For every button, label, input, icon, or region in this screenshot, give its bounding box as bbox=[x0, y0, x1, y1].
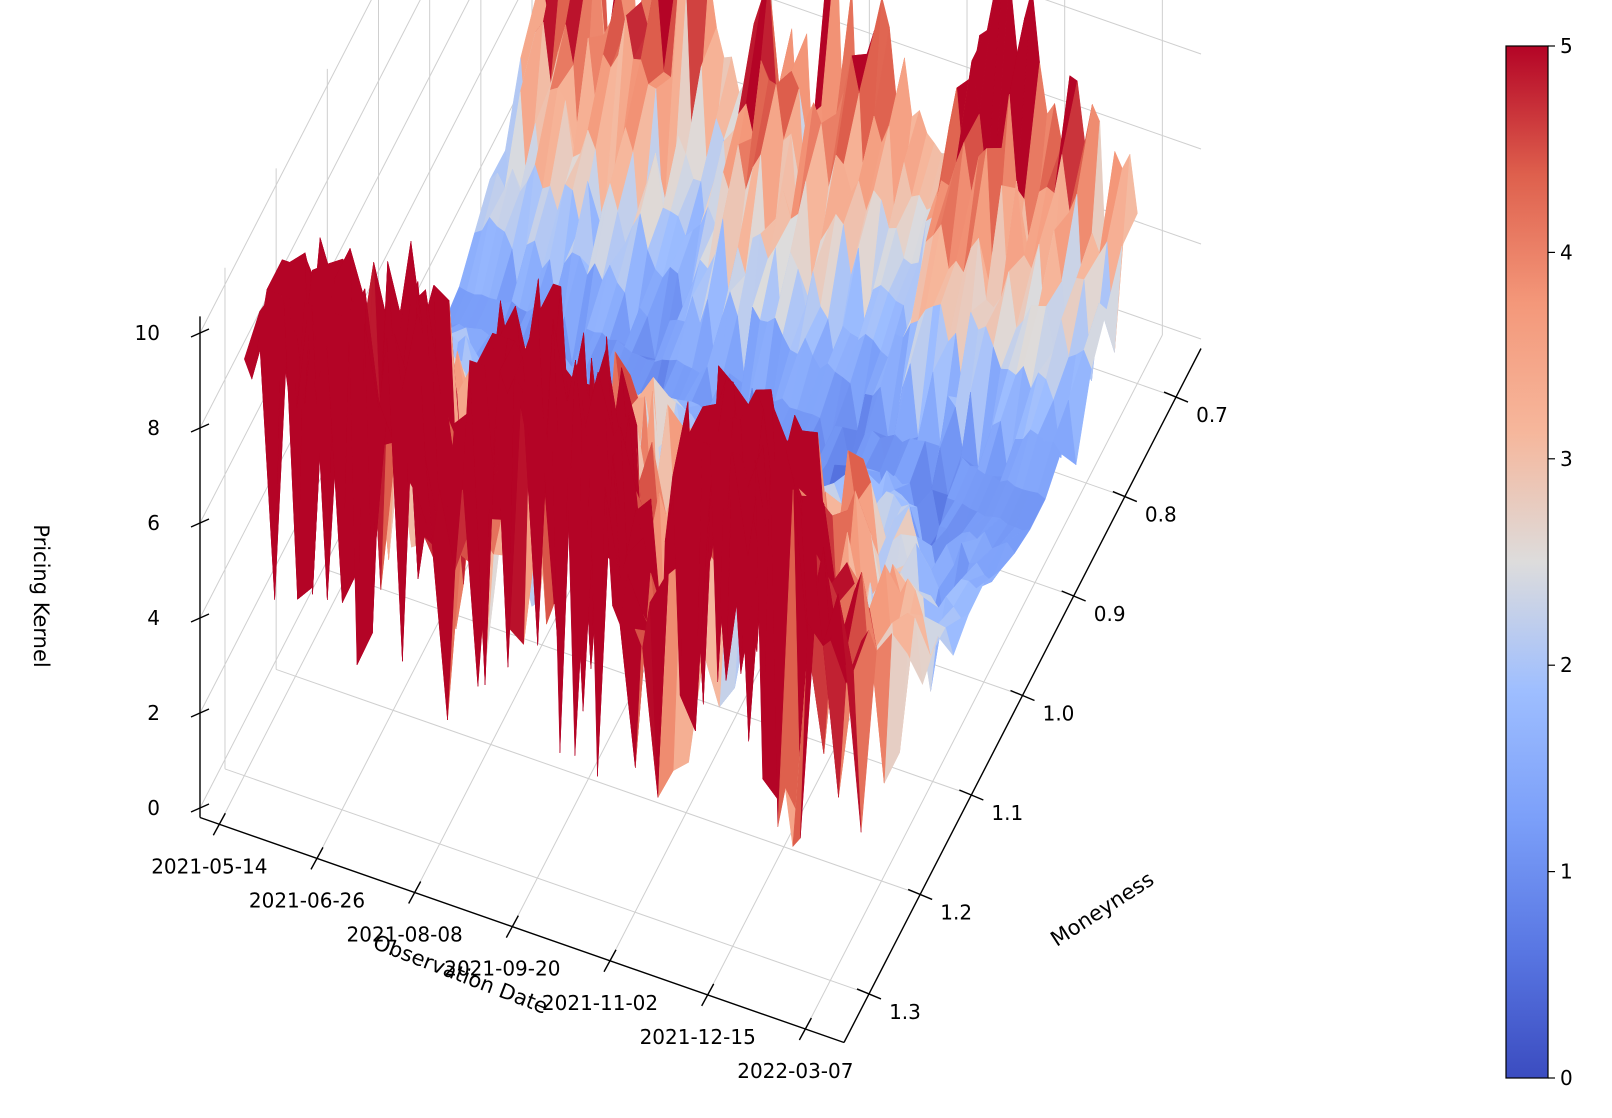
colorbar: 0 1 2 3 4 5 bbox=[1505, 34, 1573, 1090]
colorbar-ticks: 0 1 2 3 4 5 bbox=[1548, 34, 1573, 1090]
z-tick-label: 4 bbox=[147, 606, 160, 630]
z-tick-mark bbox=[190, 328, 210, 338]
y-tick-mark bbox=[1010, 689, 1035, 702]
x-tick-mark bbox=[212, 812, 226, 836]
x-tick-mark bbox=[701, 983, 715, 1007]
x-tick-mark bbox=[310, 847, 324, 870]
y-tick-mark bbox=[959, 789, 984, 801]
z-tick-label: 8 bbox=[147, 416, 160, 440]
x-tick-label: 2021-11-02 bbox=[542, 991, 658, 1015]
grid-line-z bbox=[1044, 0, 1202, 55]
y-tick-label: 0.7 bbox=[1196, 403, 1228, 427]
z-tick-mark bbox=[190, 708, 210, 718]
z-tick-mark bbox=[190, 613, 210, 623]
y-tick-label: 1.0 bbox=[1043, 702, 1075, 726]
colorbar-tick-label: 4 bbox=[1560, 240, 1573, 264]
z-tick-label: 0 bbox=[147, 796, 160, 820]
y-tick-label: 1.2 bbox=[940, 900, 972, 924]
x-tick-label: 2022-03-07 bbox=[737, 1059, 853, 1083]
y-tick-mark bbox=[1061, 590, 1086, 602]
y-tick-label: 0.8 bbox=[1145, 503, 1177, 527]
grid-line-moneyness bbox=[275, 668, 921, 895]
z-tick-mark bbox=[190, 423, 210, 433]
axes-lines bbox=[190, 316, 1202, 1044]
y-tick-label: 1.1 bbox=[991, 801, 1023, 825]
colorbar-tick-label: 2 bbox=[1560, 653, 1573, 677]
x-tick-mark bbox=[798, 1017, 812, 1041]
x-tick-label: 2021-06-26 bbox=[249, 888, 365, 912]
x-tick-mark bbox=[408, 881, 422, 904]
z-tick-label: 6 bbox=[147, 511, 160, 535]
colorbar-tick-label: 1 bbox=[1560, 860, 1573, 884]
y-tick-mark bbox=[907, 888, 933, 901]
z-tick-mark bbox=[190, 518, 210, 528]
y-tick-label: 1.3 bbox=[889, 1000, 921, 1024]
z-axis-label: Pricing Kernel bbox=[29, 524, 53, 667]
colorbar-tick-label: 0 bbox=[1560, 1066, 1573, 1090]
x-axis-line bbox=[199, 816, 845, 1044]
grid-line-z bbox=[199, 0, 470, 524]
colorbar-gradient bbox=[1505, 45, 1549, 1079]
grid-line-z bbox=[199, 0, 372, 334]
z-tick-mark bbox=[190, 803, 210, 813]
colorbar-tick-label: 5 bbox=[1560, 34, 1573, 58]
pricing-kernel-surface bbox=[244, 0, 1138, 848]
surface-facet bbox=[822, 593, 846, 666]
z-tick-label: 2 bbox=[147, 701, 160, 725]
colorbar-tick-label: 3 bbox=[1560, 447, 1573, 471]
x-tick-label: 2021-12-15 bbox=[640, 1025, 756, 1049]
y-tick-mark bbox=[1112, 490, 1138, 503]
y-tick-mark bbox=[1163, 391, 1189, 403]
x-tick-label: 2021-05-14 bbox=[151, 854, 267, 878]
grid-line-moneyness bbox=[224, 768, 870, 995]
z-tick-label: 10 bbox=[135, 321, 160, 345]
x-tick-mark bbox=[505, 915, 519, 938]
x-tick-label: 2021-08-08 bbox=[347, 923, 463, 947]
x-tick-mark bbox=[603, 949, 617, 973]
x-tick-label: 2021-09-20 bbox=[444, 957, 560, 981]
y-tick-mark bbox=[856, 988, 882, 1000]
tick-labels: 0 2 4 6 8 10 2021-05-14 2021-06-26 2021-08-08 202… bbox=[135, 321, 1228, 1083]
y-axis-label: Moneyness bbox=[1046, 867, 1158, 951]
y-tick-label: 0.9 bbox=[1094, 602, 1126, 626]
grid-line-z bbox=[199, 0, 519, 619]
